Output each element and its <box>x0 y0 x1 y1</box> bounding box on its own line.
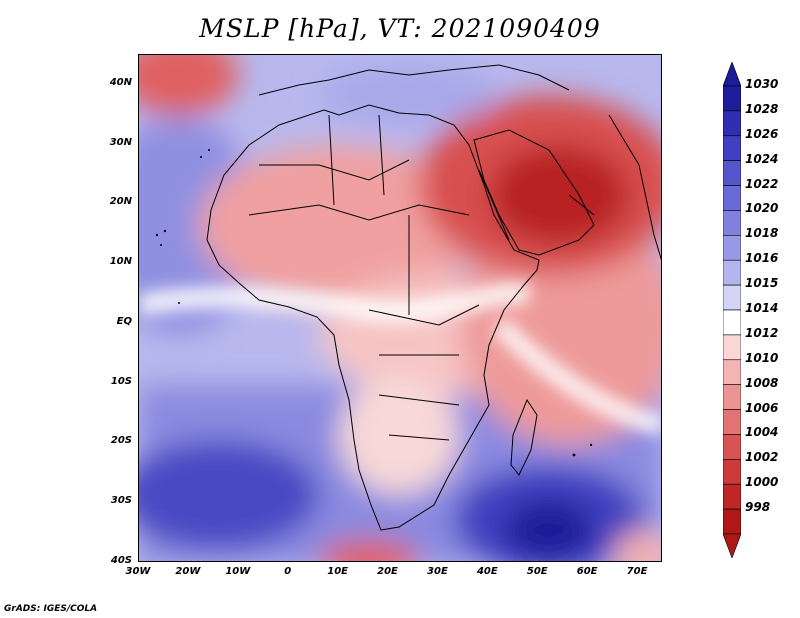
colorbar-cell <box>723 135 741 161</box>
colorbar-cell <box>723 409 741 435</box>
lat-tick-label: 40N <box>109 76 132 88</box>
footer-credit: GrADS: IGES/COLA <box>4 604 98 614</box>
colorbar-cell <box>723 359 741 385</box>
colorbar-level-label: 1004 <box>745 425 779 440</box>
colorbar-cell <box>723 160 741 186</box>
colorbar-cell <box>723 110 741 137</box>
map-title: MSLP [hPa], VT: 2021090409 <box>199 14 601 43</box>
colorbar-cell <box>723 384 741 410</box>
colorbar-level-label: 1016 <box>745 251 779 266</box>
colorbar-cell <box>723 235 741 261</box>
lon-tick-label: 30E <box>427 566 448 577</box>
colorbar-top-arrow <box>723 62 741 87</box>
lon-tick-label: 20W <box>175 566 201 577</box>
colorbar-cell <box>723 259 741 286</box>
colorbar-cell <box>723 185 741 211</box>
colorbar-level-label: 1024 <box>745 151 779 166</box>
islands <box>155 149 593 457</box>
colorbar-level-label: 1015 <box>745 276 779 291</box>
lat-tick-label: 20N <box>109 196 132 208</box>
lon-tick-label: 10W <box>225 566 251 577</box>
coastlines <box>206 64 661 531</box>
lat-tick-label: 10S <box>110 375 132 387</box>
colorbar-cell <box>723 434 741 460</box>
lat-tick-label: 10N <box>109 256 132 268</box>
colorbar-level-label: 1002 <box>745 450 779 465</box>
pressure-field <box>139 55 661 561</box>
colorbar-cell <box>723 459 741 485</box>
colorbar-cell <box>723 284 741 311</box>
lon-tick-label: 10E <box>327 566 348 577</box>
colorbar-cell <box>723 309 741 336</box>
lat-tick-label: 20S <box>110 435 132 447</box>
lon-tick-label: 40E <box>476 566 498 577</box>
lat-tick-label: 30N <box>109 136 132 148</box>
colorbar-cell <box>723 334 741 361</box>
colorbar-level-label: 1008 <box>745 375 779 390</box>
lon-tick-label: 70E <box>626 566 648 577</box>
lon-tick-label: 60E <box>576 566 598 577</box>
map-plot-area <box>138 54 662 562</box>
colorbar-bottom-arrow <box>723 533 741 558</box>
colorbar-cell <box>723 508 741 535</box>
colorbar-level-label: 1030 <box>745 77 779 91</box>
lat-tick-label: EQ <box>116 315 132 327</box>
colorbar-level-label: 1018 <box>745 226 779 241</box>
colorbar-level-label: 1014 <box>745 301 779 315</box>
colorbar-level-label: 1010 <box>745 350 779 365</box>
colorbar <box>723 62 741 558</box>
lon-tick-label: 0 <box>284 566 292 577</box>
lat-tick-label: 30S <box>110 495 132 507</box>
colorbar-level-label: 1028 <box>745 101 779 116</box>
lon-tick-label: 30W <box>125 566 151 577</box>
colorbar-level-label: 1022 <box>745 176 779 191</box>
lon-tick-label: 50E <box>526 566 548 577</box>
colorbar-level-label: 1012 <box>745 325 779 340</box>
colorbar-level-label: 1026 <box>745 126 779 141</box>
colorbar-cell <box>723 210 741 236</box>
colorbar-level-label: 1020 <box>745 201 779 216</box>
lon-tick-label: 20E <box>377 566 398 577</box>
colorbar-level-label: 998 <box>745 500 771 515</box>
lat-tick-label: 40S <box>110 555 132 566</box>
colorbar-cell <box>723 483 741 510</box>
colorbar-level-label: 1000 <box>745 475 779 490</box>
colorbar-cell <box>723 85 741 112</box>
colorbar-level-label: 1006 <box>745 400 779 415</box>
